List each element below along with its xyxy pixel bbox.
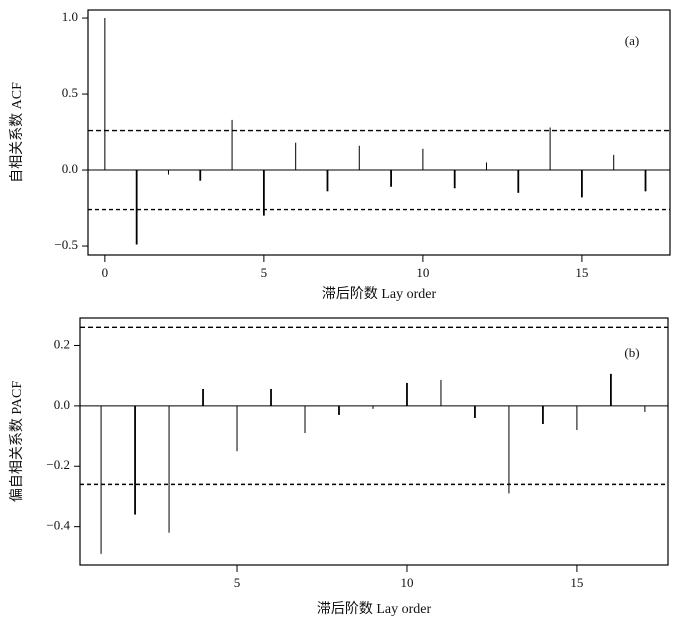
- x-tick-label: 10: [416, 265, 429, 280]
- x-tick-label: 5: [261, 265, 268, 280]
- x-tick-label: 15: [575, 265, 588, 280]
- plot-frame: [87, 9, 671, 256]
- panel-label: (b): [624, 345, 639, 360]
- y-tick-label: 1.0: [62, 9, 78, 24]
- y-tick-label: −0.5: [54, 237, 78, 252]
- x-axis-title: 滞后阶数 Lay order: [322, 286, 437, 302]
- y-tick-label: −0.2: [46, 457, 70, 472]
- plot-frame: [79, 317, 669, 566]
- y-tick-label: 0.0: [62, 161, 78, 176]
- x-tick-label: 5: [234, 575, 241, 590]
- y-tick-label: −0.4: [46, 518, 70, 533]
- x-tick-label: 15: [570, 575, 583, 590]
- panel-label: (a): [625, 33, 639, 48]
- y-tick-label: 0.5: [62, 85, 78, 100]
- y-tick-label: 0.2: [54, 336, 70, 351]
- y-axis-title: 偏自相关系数 PACF: [9, 381, 25, 502]
- x-axis-title: 滞后阶数 Lay order: [317, 601, 432, 617]
- y-tick-label: 0.0: [54, 397, 70, 412]
- y-axis-title: 自相关系数 ACF: [9, 82, 25, 183]
- x-tick-label: 0: [102, 265, 109, 280]
- x-tick-label: 10: [400, 575, 413, 590]
